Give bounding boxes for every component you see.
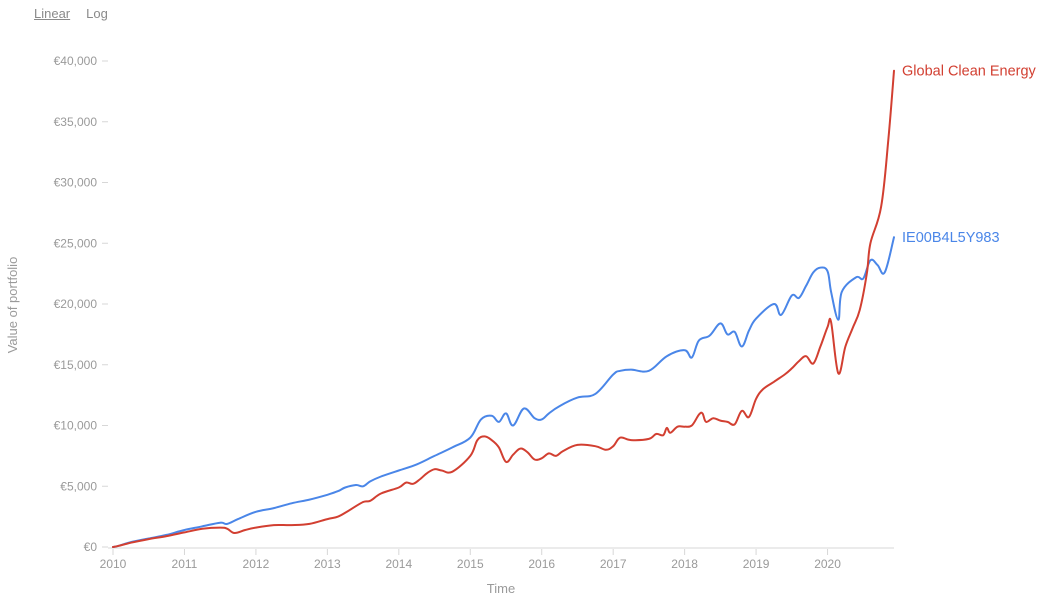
x-tick-label: 2017: [600, 557, 627, 571]
y-tick-label: €35,000: [54, 115, 98, 129]
x-tick-label: 2020: [814, 557, 841, 571]
x-tick-label: 2018: [671, 557, 698, 571]
x-tick-label: 2016: [528, 557, 555, 571]
y-tick-label: €20,000: [54, 297, 98, 311]
y-tick-label: €5,000: [60, 479, 97, 493]
series-label-ie00b4l5y983: IE00B4L5Y983: [902, 230, 1000, 246]
scale-option-log[interactable]: Log: [86, 6, 108, 21]
y-tick-label: €0: [84, 540, 98, 554]
scale-toggle: Linear Log: [34, 6, 108, 21]
series-line-ie00b4l5y983: [112, 236, 895, 548]
x-tick-label: 2014: [385, 557, 412, 571]
y-tick-label: €40,000: [54, 54, 98, 68]
y-tick-label: €30,000: [54, 176, 98, 190]
x-tick-label: 2013: [314, 557, 341, 571]
y-tick-label: €10,000: [54, 419, 98, 433]
y-axis-ticks: €0 €5,000 €10,000 €15,000 €20,000 €25,000 €30,…: [54, 54, 108, 554]
y-tick-label: €25,000: [54, 236, 98, 250]
series-lines: [112, 69, 895, 548]
y-axis-title: Value of portfolio: [5, 257, 20, 354]
x-axis-title: Time: [487, 581, 515, 596]
x-axis-ticks: 2010 2011 2012 2013 2014 2015 2016 2017 2018 2019…: [100, 549, 841, 571]
x-tick-label: 2019: [743, 557, 770, 571]
series-labels: IE00B4L5Y983 Global Clean Energy: [902, 64, 1037, 246]
scale-option-linear[interactable]: Linear: [34, 6, 71, 21]
x-tick-label: 2011: [172, 557, 198, 571]
series-line-global-clean-energy: [112, 69, 895, 548]
x-tick-label: 2012: [243, 557, 270, 571]
series-label-global-clean-energy: Global Clean Energy: [902, 64, 1037, 80]
y-tick-label: €15,000: [54, 358, 98, 372]
x-tick-label: 2015: [457, 557, 484, 571]
x-tick-label: 2010: [100, 557, 127, 571]
